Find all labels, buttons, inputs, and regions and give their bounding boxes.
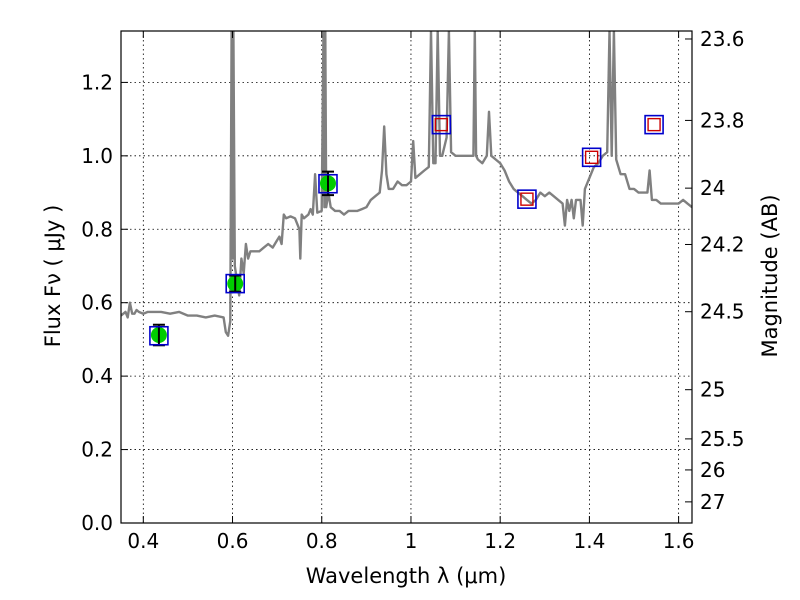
- x-tick-label: 1: [405, 529, 418, 553]
- x-tick-label: 1.2: [484, 529, 516, 553]
- synthetic-point: [644, 114, 664, 135]
- right-tick-label: 24.5: [700, 300, 745, 324]
- model-spectrum-layer: [121, 31, 692, 337]
- x-tick-label: 1.6: [663, 529, 695, 553]
- upper-limit-point: [520, 192, 534, 206]
- right-tick-label: 26: [700, 458, 725, 482]
- y-tick-label: 0.6: [81, 291, 113, 315]
- x-tick-label: 0.6: [217, 529, 249, 553]
- right-tick-label: 24: [700, 176, 725, 200]
- synthetic-point: [149, 325, 169, 346]
- right-tick-label: 27: [700, 490, 725, 514]
- right-tick-label: 23.8: [700, 108, 745, 132]
- upper-limit-point: [434, 117, 448, 132]
- synthetic-point: [431, 114, 452, 135]
- y-tick-label: 1.2: [81, 70, 113, 94]
- y-tick-label: 0.8: [81, 217, 113, 241]
- photometry-markers: [149, 114, 664, 347]
- y-tick-label: 0.2: [81, 438, 113, 462]
- plot-frame: [120, 30, 693, 524]
- right-axis-label: Magnitude (AB): [758, 194, 782, 357]
- axis-ticks: 0.4 0.6 0.8 1 1.2 1.4 1.6 0.0 0.2 0.4 0.6 0.8 1.0 1.2…: [81, 27, 744, 553]
- right-tick-label: 25.5: [700, 427, 745, 451]
- y-tick-label: 1.0: [81, 144, 113, 168]
- y-tick-label: 0.4: [81, 364, 113, 388]
- x-tick-label: 0.8: [306, 529, 338, 553]
- synthetic-point: [225, 273, 245, 294]
- synthetic-point: [581, 147, 602, 168]
- right-tick-label: 23.6: [700, 27, 745, 51]
- upper-limit-point: [647, 117, 661, 132]
- synthetic-point: [318, 173, 338, 194]
- right-tick-label: 25: [700, 378, 725, 402]
- y-axis-label: Flux Fν ( μJy ): [41, 205, 65, 348]
- grid-lines: [121, 31, 692, 524]
- y-tick-label: 0.0: [81, 511, 113, 535]
- model-spectrum-line: [121, 31, 692, 337]
- x-axis-label: Wavelength λ (μm): [306, 564, 507, 588]
- x-tick-label: 1.4: [573, 529, 605, 553]
- x-tick-label: 0.4: [127, 529, 159, 553]
- right-tick-label: 24.2: [700, 232, 745, 256]
- synthetic-point: [517, 189, 537, 209]
- upper-limit-point: [584, 150, 599, 165]
